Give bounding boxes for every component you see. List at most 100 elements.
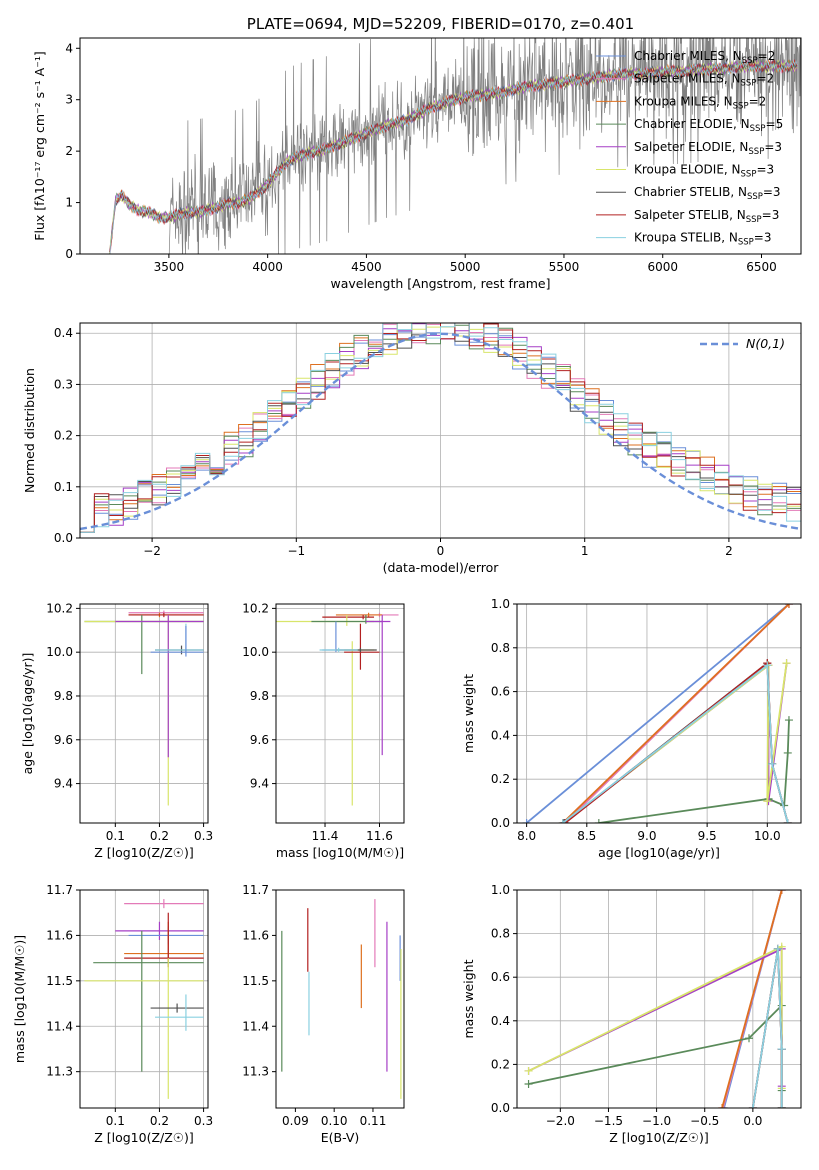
series-line <box>563 661 789 823</box>
axes-frame <box>79 37 802 255</box>
x-tick-label: −1.0 <box>642 1114 671 1128</box>
data-point <box>773 944 782 953</box>
data-point <box>782 659 791 668</box>
error-bar <box>344 623 380 670</box>
legend-label: Kroupa MILES, NSSP=2 <box>634 94 766 111</box>
x-tick-label: 6000 <box>647 260 678 274</box>
observed-spectrum-line <box>168 38 801 254</box>
mass-weight-series <box>558 661 792 823</box>
y-tick-label: 0.2 <box>491 772 510 786</box>
x-tick-label: 0.1 <box>106 1114 125 1128</box>
legend-label: Salpeter STELIB, NSSP=3 <box>634 208 779 225</box>
x-tick-label: 11.4 <box>312 829 339 843</box>
legend-label: Kroupa STELIB, NSSP=3 <box>634 231 772 248</box>
axes-frame <box>79 322 802 539</box>
mass-weight-series <box>522 604 793 823</box>
x-tick-label: 9.5 <box>698 829 717 843</box>
data-point <box>763 661 772 670</box>
data-point <box>768 759 777 768</box>
axes-frame <box>79 603 209 824</box>
data-point <box>522 819 531 823</box>
mass-vs-ebv-panel: 0.09 0.10 0.11 11.3 11.4 11.5 11.6 11.7 E(B-V) <box>242 883 405 1145</box>
axes-frame <box>275 603 405 824</box>
legend-label: Salpeter ELODIE, NSSP=3 <box>634 140 782 157</box>
x-tick-label: 2 <box>725 544 733 558</box>
y-tick-label: 0.3 <box>54 377 73 391</box>
data-point <box>783 819 792 823</box>
data-point <box>594 819 603 823</box>
error-bar <box>155 994 204 1031</box>
y-tick-label: 9.6 <box>54 733 73 747</box>
y-axis-label: Flux [fλ10⁻¹⁷ erg cm⁻² s⁻¹ A⁻¹] <box>32 51 47 240</box>
x-tick-label: −1.5 <box>594 1114 623 1128</box>
y-tick-label: 11.7 <box>46 883 73 897</box>
y-tick-label: 1.0 <box>491 883 510 897</box>
x-tick-label: 0 <box>437 544 445 558</box>
data-point <box>763 797 772 806</box>
y-tick-label: 0.1 <box>54 480 73 494</box>
data-point <box>777 1045 786 1054</box>
error-bar <box>150 1003 204 1013</box>
y-tick-label: 0.2 <box>491 1057 510 1071</box>
y-tick-label: 11.3 <box>46 1065 73 1079</box>
x-axis-label: Z [log10(Z/Z☉)] <box>94 1130 194 1145</box>
y-tick-label: 0.6 <box>491 685 510 699</box>
x-tick-label: 5000 <box>450 260 481 274</box>
x-tick-label: −2 <box>143 544 161 558</box>
x-tick-label: 6500 <box>746 260 777 274</box>
chart-title: PLATE=0694, MJD=52209, FIBERID=0170, z=0… <box>247 15 634 33</box>
error-bar <box>128 610 204 615</box>
x-tick-label: 1 <box>581 544 589 558</box>
histogram-series <box>80 323 801 533</box>
residual-histogram-panel: −2 −1 0 1 2 0.0 0.1 0.2 0.3 0.4 (data-model)/error… <box>22 322 802 575</box>
error-bar <box>84 958 204 1099</box>
legend-label: N(0,1) <box>746 336 785 351</box>
x-tick-label: 0.2 <box>150 1114 169 1128</box>
y-tick-label: 9.4 <box>250 777 269 791</box>
error-bar <box>128 612 204 618</box>
error-bar <box>115 921 204 940</box>
x-tick-label: 0.10 <box>321 1114 348 1128</box>
mass-vs-metallicity-panel: 0.1 0.2 0.3 11.3 11.4 11.5 11.6 11.7 Z [log10(Z/… <box>12 883 213 1145</box>
error-bar <box>365 614 391 756</box>
series-line <box>563 662 788 823</box>
x-tick-label: 5500 <box>549 260 580 274</box>
y-tick-label: 10.0 <box>46 645 73 659</box>
x-tick-label: −2.0 <box>546 1114 575 1128</box>
error-bar <box>150 625 204 657</box>
y-axis-label: mass weight <box>461 674 476 753</box>
data-point <box>784 716 793 725</box>
legend: Chabrier MILES, NSSP=2 Salpeter MILES, NS… <box>596 49 783 248</box>
series-line <box>562 663 789 823</box>
y-axis-label: mass [log10(M/M☉)] <box>12 935 27 1063</box>
data-point <box>748 1104 757 1108</box>
mass-weight-series <box>558 604 793 823</box>
x-tick-label: −0.5 <box>690 1114 719 1128</box>
y-tick-label: 11.6 <box>46 928 73 942</box>
mass-weight-series <box>748 944 786 1108</box>
data-point <box>558 819 567 823</box>
y-tick-label: 11.4 <box>242 1019 269 1033</box>
error-bar <box>335 612 383 618</box>
mass-weight-series <box>559 659 791 823</box>
y-tick-label: 0.8 <box>491 641 510 655</box>
legend-label: Chabrier STELIB, NSSP=3 <box>634 185 781 202</box>
error-bar <box>124 899 204 909</box>
error-bar <box>115 614 204 758</box>
mass-weight-vs-age-panel: 8.0 8.5 9.0 9.5 10.0 0.0 0.2 0.4 0.6 0.8 1.0 age [l… <box>461 597 802 860</box>
x-axis-label: age [log10(age/yr)] <box>598 845 720 860</box>
y-tick-label: 2 <box>65 144 73 158</box>
y-tick-label: 9.4 <box>54 777 73 791</box>
y-tick-label: 11.6 <box>242 928 269 942</box>
data-point <box>524 1066 533 1075</box>
mass-weight-series <box>559 659 791 823</box>
y-tick-label: 3 <box>65 93 73 107</box>
age-vs-metallicity-panel: 0.1 0.2 0.3 9.4 9.6 9.8 10.0 10.2 Z [log10(Z/Z☉)… <box>20 601 213 860</box>
y-tick-label: 0.8 <box>491 927 510 941</box>
series-line <box>528 947 783 1087</box>
series-line <box>563 662 788 823</box>
x-tick-label: 0.3 <box>194 1114 213 1128</box>
error-bar <box>93 930 204 1072</box>
model-spectrum-line <box>109 59 798 254</box>
x-tick-label: 3500 <box>154 260 185 274</box>
